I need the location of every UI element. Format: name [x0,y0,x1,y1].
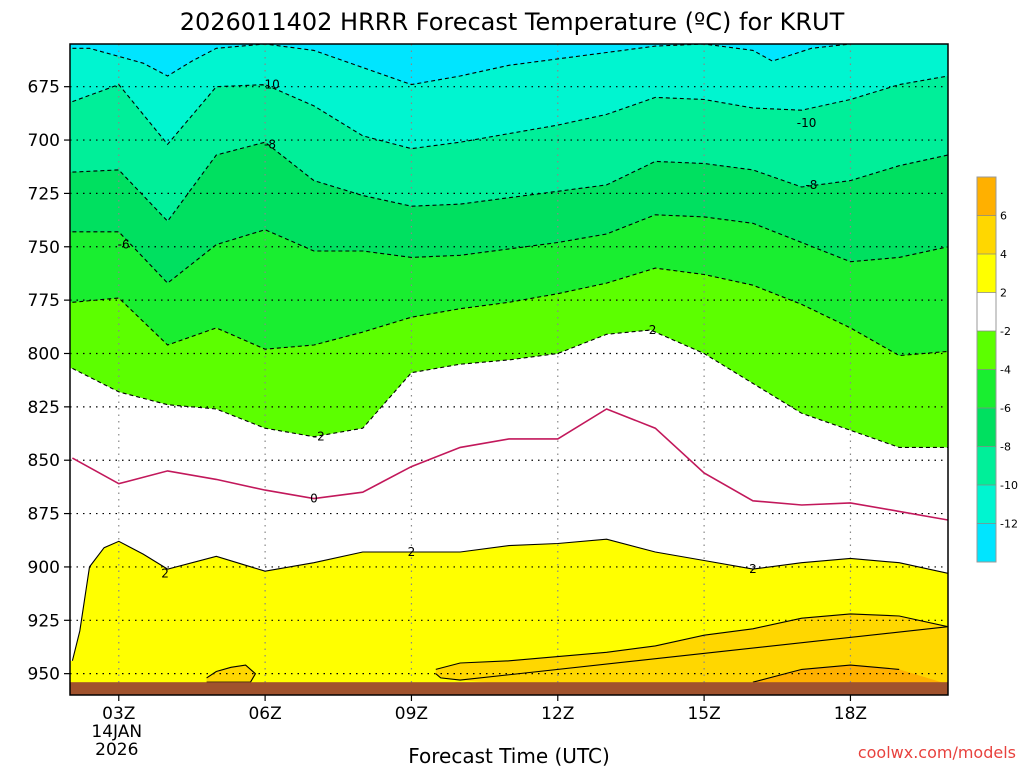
colorbar-tick-label: 4 [1000,248,1007,261]
x-tick-label-18Z: 18Z [834,704,867,724]
colorbar-tick-label: 2 [1000,287,1007,300]
temperature-fill-layers [70,44,948,695]
colorbar-swatch-2 [977,254,996,293]
isotherm-label-6: -10 [797,116,817,130]
x-axis-label: Forecast Time (UTC) [408,744,610,768]
isotherm-label-10: 2 [161,566,169,580]
isotherm-line--4 [72,267,948,357]
y-tick-label-675: 675 [28,78,60,98]
x-tick-label-06Z: 06Z [248,704,281,724]
isotherm-labels: -10 -8 -6 -2 0 2 -10 -8 -2 2 2 [118,78,818,581]
x-tick-label-09Z: 09Z [395,704,428,724]
pressure-axis: 675 700 725 750 775 800 825 850 875 900 925 950 [28,78,70,685]
isotherm-line--10 [72,75,948,150]
colorbar-swatch-4 [977,331,996,370]
x-tick-year: 2026 [95,740,138,760]
ground-surface [70,682,948,695]
isotherm-label-2: -6 [118,238,130,252]
y-tick-label-725: 725 [28,184,60,204]
isotherm-label-0: -10 [260,78,280,92]
colorbar-swatch-8 [977,485,996,524]
colorbar-tick-label: -8 [1000,441,1011,454]
isotherm-line--6 [72,214,948,284]
colorbar-legend: 6 4 2 -2 -4 -6 -8 -10 -12 [976,176,1018,563]
x-tick-label-03Z: 03Z [102,704,135,724]
isotherm-line-2 [71,538,948,661]
colorbar-swatch-6 [977,408,996,447]
colorbar-tick-label: -12 [1000,518,1018,531]
y-tick-label-750: 750 [28,238,60,258]
colorbar-tick-label: -2 [1000,325,1011,338]
y-tick-label-925: 925 [28,611,60,631]
isotherm-label-3: -2 [313,430,325,444]
isotherm-line--8 [72,141,948,223]
x-tick-date: 14JAN [91,722,142,742]
isotherm-line-4 [435,613,948,681]
colorbar-swatch-7 [977,446,996,485]
colorbar-swatch-9 [977,523,996,562]
isotherm-line-6 [752,664,900,683]
y-tick-label-800: 800 [28,344,60,364]
isotherm-label-7: -8 [805,178,817,192]
credit-link[interactable]: coolwx.com/models [858,743,1016,762]
x-tick-label-12Z: 12Z [541,704,574,724]
colorbar-tick-label: -6 [1000,402,1011,415]
isotherm-label-9: 2 [749,562,757,576]
colorbar-swatch-3 [977,292,996,331]
colorbar-swatch-5 [977,369,996,408]
isotherm-lines [71,44,948,683]
y-tick-label-850: 850 [28,451,60,471]
isotherm-line--12 [72,44,948,86]
colorbar-tick-label: -4 [1000,364,1011,377]
chart-title: 2026011402 HRRR Forecast Temperature (ºC… [180,8,845,36]
y-tick-label-875: 875 [28,505,60,525]
grid-lines [70,44,948,695]
isotherm-label-5: 2 [408,545,416,559]
y-tick-label-700: 700 [28,131,60,151]
fill-band-closed-4 [206,665,256,683]
isotherm-label-1: -8 [264,137,276,151]
y-tick-label-825: 825 [28,398,60,418]
y-tick-label-775: 775 [28,291,60,311]
isotherm-label-8: -2 [644,323,656,337]
colorbar-swatch-0 [977,177,996,216]
fill-band-closed-4 [435,613,948,685]
x-tick-label-15Z: 15Z [687,704,720,724]
colorbar-tick-label: 6 [1000,210,1007,223]
isotherm-label-4: 0 [310,492,318,506]
plot-area [70,44,948,695]
isotherm-line-0 [72,408,948,521]
colorbar-tick-label: -10 [1000,479,1018,492]
y-tick-label-950: 950 [28,665,60,685]
y-tick-label-900: 900 [28,558,60,578]
plot-frame [69,43,949,696]
colorbar-swatch-1 [977,215,996,254]
isotherm-line--2 [72,329,948,448]
